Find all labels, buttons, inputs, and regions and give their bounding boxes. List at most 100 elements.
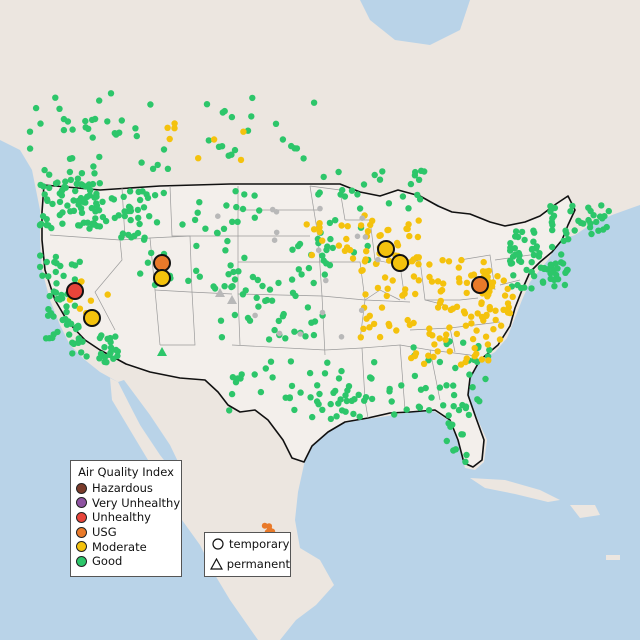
monitor-dot	[319, 309, 326, 316]
monitor-dot	[410, 344, 417, 351]
monitor-dot	[287, 358, 295, 365]
monitor-dot	[227, 262, 234, 269]
circle-icon	[210, 538, 226, 550]
monitor-dot	[361, 258, 369, 265]
monitor-dot	[458, 256, 465, 264]
monitor-dot	[239, 205, 247, 213]
monitor-dot	[279, 136, 287, 143]
monitor-dot	[474, 310, 481, 317]
cuba	[470, 478, 560, 502]
monitor-dot	[447, 306, 455, 314]
permanent-monitor-marker	[215, 288, 225, 297]
monitor-dot	[446, 348, 453, 355]
monitor-dot	[269, 374, 276, 381]
monitor-dot	[426, 325, 433, 332]
monitor-dot	[83, 353, 90, 360]
monitor-dot	[362, 291, 369, 298]
monitor-dot	[332, 217, 339, 224]
monitor-dot	[257, 388, 265, 396]
monitor-dot	[52, 268, 59, 276]
monitor-dot	[425, 352, 432, 359]
monitor-dot	[326, 219, 334, 227]
monitor-dot	[127, 204, 134, 212]
monitor-dot	[193, 242, 200, 250]
monitor-dot	[259, 282, 266, 290]
monitor-dot	[154, 161, 161, 169]
monitor-dot	[316, 224, 323, 231]
monitor-type-legend: temporary permanent	[204, 532, 291, 577]
monitor-dot	[364, 228, 372, 235]
monitor-dot	[118, 117, 126, 124]
monitor-dot	[310, 99, 318, 106]
monitor-dot	[314, 382, 321, 389]
monitor-dot	[248, 113, 255, 120]
monitor-dot	[305, 264, 313, 272]
monitor-dot	[512, 233, 519, 240]
monitor-dot	[483, 312, 490, 319]
monitor-dot	[99, 213, 107, 221]
monitor-dot	[112, 131, 120, 138]
monitor-dot	[107, 334, 114, 342]
monitor-dot	[37, 120, 44, 127]
monitor-dot	[120, 193, 127, 200]
legend-label: Unhealthy	[92, 510, 151, 525]
monitor-dot	[52, 253, 60, 261]
monitor-dot	[402, 286, 409, 293]
monitor-dot	[471, 344, 478, 352]
monitor-dot	[288, 142, 295, 150]
monitor-dot	[74, 197, 82, 205]
monitor-dot	[71, 302, 79, 309]
monitor-dot	[205, 137, 212, 144]
monitor-dot	[316, 390, 323, 398]
monitor-dot	[415, 217, 422, 224]
monitor-dot	[56, 198, 64, 206]
monitor-dot	[185, 277, 192, 284]
monitor-dot	[338, 334, 345, 340]
monitor-dot	[476, 398, 483, 405]
monitor-dot	[271, 237, 278, 243]
monitor-dot	[329, 244, 336, 252]
monitor-dot	[465, 411, 473, 419]
monitor-dot	[399, 292, 406, 299]
monitor-dot	[276, 330, 283, 337]
monitor-dot	[50, 313, 57, 320]
monitor-dot	[273, 209, 280, 215]
very-unhealthy-swatch	[76, 497, 87, 509]
monitor-dot	[368, 395, 376, 403]
monitor-dot	[279, 313, 287, 320]
monitor-dot	[37, 181, 44, 189]
monitor-dot	[231, 146, 239, 154]
monitor-dot	[136, 196, 144, 204]
monitor-dot	[272, 120, 280, 128]
monitor-dot	[335, 242, 343, 249]
monitor-dot	[436, 384, 444, 391]
monitor-dot	[407, 180, 415, 188]
monitor-dot	[151, 192, 159, 199]
monitor-dot	[93, 193, 100, 200]
monitor-dot	[223, 202, 230, 209]
monitor-dot	[238, 371, 245, 378]
monitor-dot	[441, 304, 449, 311]
monitor-dot	[237, 156, 245, 164]
monitor-dot	[342, 392, 349, 399]
legend-label: permanent	[226, 557, 290, 571]
monitor-dot	[490, 326, 497, 333]
monitor-dot	[482, 375, 489, 383]
monitor-dot	[275, 279, 282, 287]
monitor-dot	[38, 220, 45, 228]
monitor-dot	[261, 522, 268, 529]
monitor-dot	[492, 307, 499, 314]
monitor-dot	[460, 339, 467, 346]
monitor-dot	[315, 247, 322, 253]
monitor-dot	[171, 120, 178, 127]
monitor-dot	[37, 252, 44, 259]
monitor-dot	[415, 277, 422, 284]
monitor-dot	[89, 134, 96, 141]
monitor-dot	[521, 236, 528, 244]
monitor-dot	[211, 285, 219, 292]
monitor-dot	[585, 204, 592, 211]
monitor-dot	[528, 285, 535, 292]
monitor-dot	[434, 278, 442, 285]
monitor-dot	[605, 207, 612, 215]
monitor-dot	[415, 403, 423, 410]
